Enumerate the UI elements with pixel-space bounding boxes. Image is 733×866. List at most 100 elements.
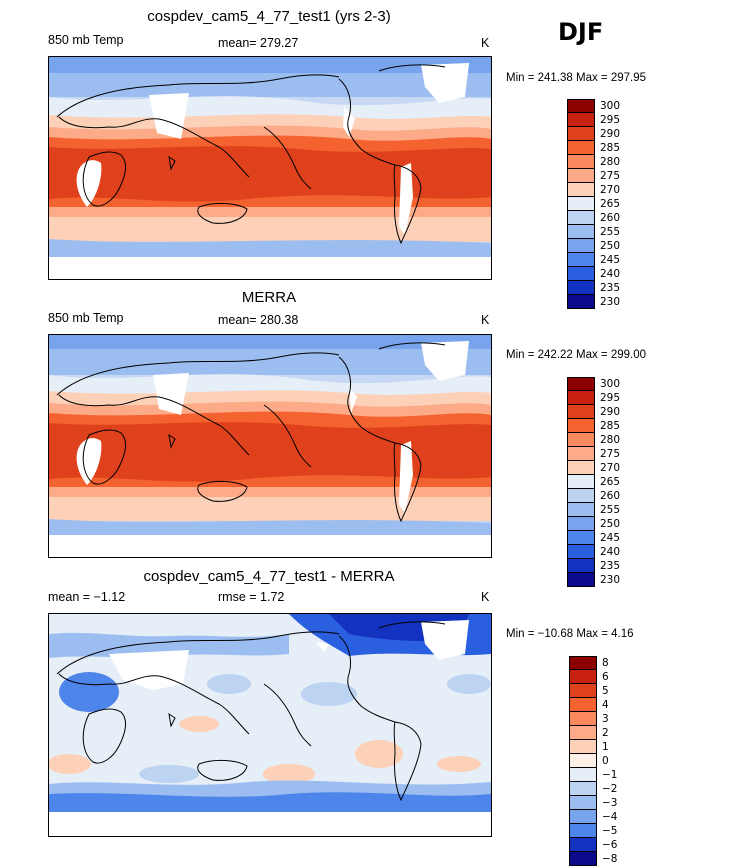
colorbar-swatch <box>567 183 595 197</box>
colorbar-tick-label: 260 <box>600 212 621 224</box>
colorbar-tick-label: 235 <box>600 560 621 572</box>
colorbar-tick-label: 6 <box>602 671 609 683</box>
colorbar-swatch <box>567 503 595 517</box>
panel-1-colorbar-labels: 300 295 290 285 280 275 270 265 260 255 250 245 240 2… <box>600 99 640 308</box>
colorbar-tick-label: 230 <box>600 296 621 308</box>
colorbar-tick-label: 290 <box>600 128 621 140</box>
panel-3-minmax: Min = −10.68 Max = 4.16 <box>506 628 634 640</box>
colorbar-swatch <box>569 670 597 684</box>
colorbar-swatch <box>567 225 595 239</box>
colorbar-tick-label: 275 <box>600 448 621 460</box>
colorbar-swatch <box>567 531 595 545</box>
colorbar-swatch <box>567 489 595 503</box>
colorbar-swatch <box>567 155 595 169</box>
panel-3-units: K <box>481 590 490 604</box>
colorbar-swatch <box>569 796 597 810</box>
colorbar-swatch <box>569 656 597 670</box>
colorbar-tick-label: 290 <box>600 406 621 418</box>
colorbar-tick-label: −6 <box>602 839 618 851</box>
colorbar-swatch <box>567 475 595 489</box>
colorbar-tick-label: 3 <box>602 713 609 725</box>
colorbar-tick-label: 260 <box>600 490 621 502</box>
panel-1-left-label: 850 mb Temp <box>48 33 124 47</box>
colorbar-swatch <box>567 253 595 267</box>
colorbar-tick-label: 1 <box>602 741 609 753</box>
colorbar-tick-label: 285 <box>600 142 621 154</box>
colorbar-tick-label: 0 <box>602 755 609 767</box>
colorbar-tick-label: −3 <box>602 797 618 809</box>
colorbar-tick-label: 255 <box>600 226 621 238</box>
colorbar-swatch <box>567 419 595 433</box>
panel-2-minmax: Min = 242.22 Max = 299.00 <box>506 349 647 361</box>
colorbar-tick-label: 255 <box>600 504 621 516</box>
colorbar-swatch <box>567 377 595 391</box>
panel-3-colorbar-labels: 8 6 5 4 3 2 1 0 −1 −2 −3 −4 −5 −6 −8 <box>602 656 642 865</box>
panel-2-mean: mean= 280.38 <box>218 313 299 327</box>
colorbar-tick-label: 270 <box>600 184 621 196</box>
colorbar-tick-label: 300 <box>600 100 621 112</box>
colorbar-swatch <box>567 197 595 211</box>
panel-2-title: MERRA <box>241 289 297 306</box>
colorbar-swatch <box>569 698 597 712</box>
colorbar-swatch <box>569 684 597 698</box>
colorbar-tick-label: −4 <box>602 811 618 823</box>
colorbar-swatch <box>567 461 595 475</box>
panel-3-map <box>48 613 492 837</box>
panel-2-left-label: 850 mb Temp <box>48 311 124 325</box>
colorbar-tick-label: 285 <box>600 420 621 432</box>
panel-2-map <box>48 334 492 558</box>
panel-3-title: cospdev_cam5_4_77_test1 - MERRA <box>143 568 395 585</box>
colorbar-swatch <box>569 782 597 796</box>
colorbar-swatch <box>567 267 595 281</box>
colorbar-tick-label: 4 <box>602 699 609 711</box>
panel-1-colorbar <box>567 99 595 309</box>
colorbar-tick-label: 295 <box>600 392 621 404</box>
colorbar-swatch <box>569 810 597 824</box>
colorbar-swatch <box>569 740 597 754</box>
colorbar-swatch <box>569 838 597 852</box>
colorbar-tick-label: 265 <box>600 476 621 488</box>
colorbar-swatch <box>567 517 595 531</box>
colorbar-swatch <box>567 295 595 309</box>
colorbar-tick-label: 280 <box>600 156 621 168</box>
colorbar-tick-label: 8 <box>602 657 609 669</box>
colorbar-tick-label: −8 <box>602 853 618 865</box>
panel-1-units: K <box>481 36 490 50</box>
colorbar-tick-label: 295 <box>600 114 621 126</box>
colorbar-swatch <box>567 169 595 183</box>
colorbar-tick-label: −5 <box>602 825 618 837</box>
colorbar-tick-label: 245 <box>600 532 621 544</box>
colorbar-swatch <box>567 99 595 113</box>
colorbar-tick-label: 275 <box>600 170 621 182</box>
colorbar-tick-label: −1 <box>602 769 618 781</box>
panel-3-colorbar <box>569 656 597 866</box>
colorbar-swatch <box>567 545 595 559</box>
panel-3-mean: mean = −1.12 <box>48 590 126 604</box>
colorbar-swatch <box>569 726 597 740</box>
colorbar-tick-label: 230 <box>600 574 621 586</box>
panel-2-units: K <box>481 313 490 327</box>
colorbar-tick-label: 235 <box>600 282 621 294</box>
colorbar-swatch <box>569 824 597 838</box>
panel-1-map <box>48 56 492 280</box>
panel-2-colorbar-labels: 300 295 290 285 280 275 270 265 260 255 250 245 240 2… <box>600 377 640 586</box>
panel-3-rmse: rmse = 1.72 <box>218 590 285 604</box>
colorbar-tick-label: 5 <box>602 685 609 697</box>
colorbar-swatch <box>567 391 595 405</box>
colorbar-swatch <box>567 113 595 127</box>
season-label: DJF <box>558 18 604 46</box>
colorbar-tick-label: 250 <box>600 240 621 252</box>
colorbar-swatch <box>569 852 597 866</box>
colorbar-swatch <box>567 281 595 295</box>
colorbar-swatch <box>569 754 597 768</box>
colorbar-tick-label: 270 <box>600 462 621 474</box>
colorbar-swatch <box>567 405 595 419</box>
colorbar-tick-label: 245 <box>600 254 621 266</box>
colorbar-tick-label: −2 <box>602 783 618 795</box>
colorbar-swatch <box>569 768 597 782</box>
colorbar-swatch <box>567 239 595 253</box>
colorbar-tick-label: 280 <box>600 434 621 446</box>
colorbar-tick-label: 240 <box>600 546 621 558</box>
panel-1-minmax: Min = 241.38 Max = 297.95 <box>506 72 647 84</box>
panel-2-colorbar <box>567 377 595 587</box>
